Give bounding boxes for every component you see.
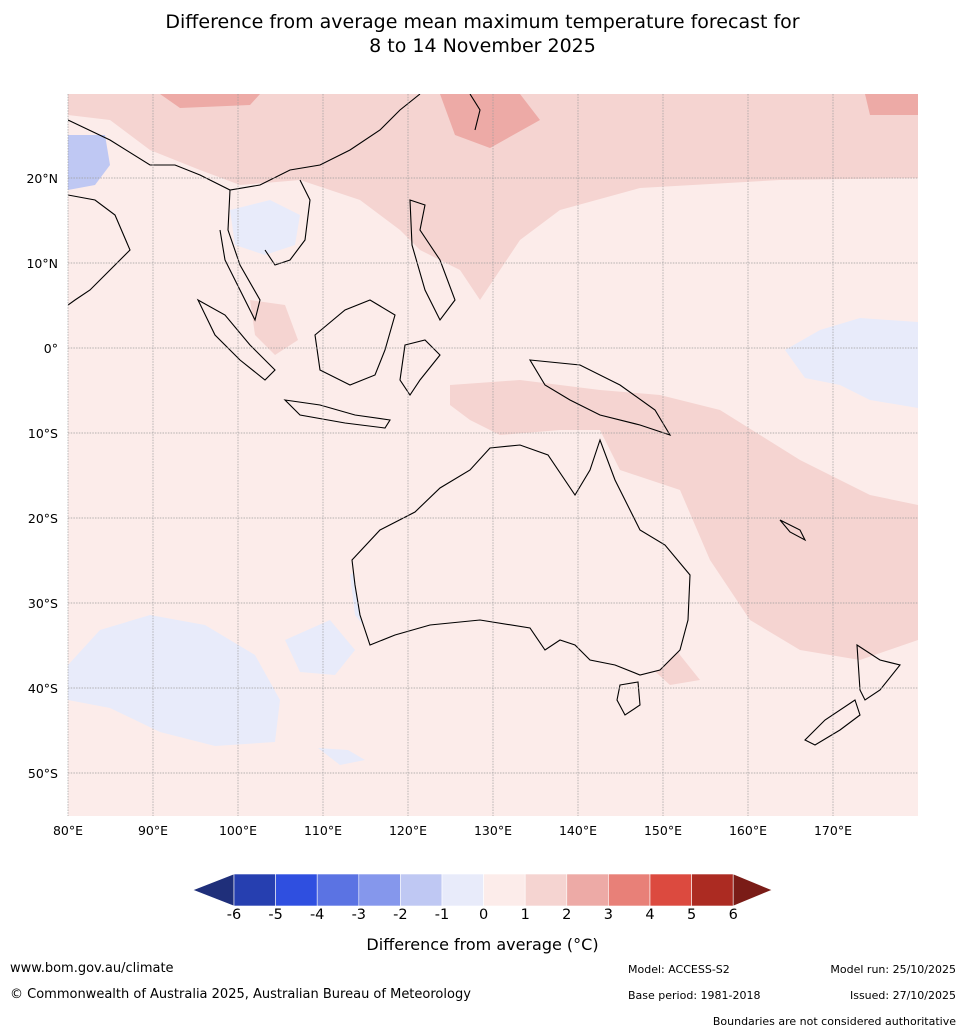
anomaly-1-to-2-sumatra [250, 300, 298, 355]
model-run-label: Model run: 25/10/2025 [830, 963, 956, 976]
sumatra-coastline [196, 298, 276, 381]
base-period-label: Base period: 1981-2018 [628, 989, 761, 1002]
philippines-coastline [409, 199, 456, 322]
coastlines [68, 94, 901, 746]
colorbar-bin-minus1-0 [441, 873, 484, 907]
colorbar-bin-0-1 [483, 873, 526, 907]
lat-label-40s: 40°S [28, 681, 58, 696]
anomaly-2-to-3-china [160, 94, 260, 108]
colorbar-bin-minus4-minus3 [316, 873, 360, 907]
title-line-1: Difference from average mean maximum tem… [165, 11, 800, 33]
australia-coastline [351, 438, 691, 676]
sulawesi-coastline [399, 339, 441, 396]
colorbar-bin-2-3 [566, 873, 609, 907]
colorbar-tick-4: 4 [645, 907, 655, 923]
vietnam-coastline [264, 179, 311, 266]
colorbar-tick-6: 6 [728, 907, 738, 923]
colorbar-tick-minus2: -2 [393, 907, 408, 923]
anomaly-field [68, 94, 918, 816]
new-guinea-coastline [528, 359, 672, 436]
issued-label: Issued: 27/10/2025 [849, 989, 956, 1002]
colorbar-tick-minus5: -5 [268, 907, 283, 923]
lon-label-90e: 90°E [138, 823, 168, 838]
chart-title: Difference from average mean maximum tem… [0, 10, 965, 58]
anomaly-0-to-minus-1-indochina [230, 200, 300, 255]
lon-label-170e: 170°E [814, 823, 852, 838]
anomaly-0-to-minus-1-equatorial-pacific [785, 318, 918, 408]
anomaly-0-to-minus-1-southern-indian-ocean [68, 615, 280, 746]
anomaly-0-to-minus-1-southern-patch [318, 748, 365, 765]
new-caledonia-coastline [779, 519, 807, 542]
malay-peninsula-coastline [219, 189, 261, 322]
colorbar-bin-minus3-minus2 [358, 873, 401, 907]
website-link[interactable]: www.bom.gov.au/climate [10, 961, 174, 976]
anomaly-1-to-2-northern-australia-coral-sea [450, 380, 918, 660]
colorbar-bin-minus6-minus5 [233, 873, 276, 907]
new-zealand-south-island [804, 699, 861, 746]
anomaly-2-to-3-northeast [865, 94, 918, 115]
colorbar-bin-minus2-minus1 [400, 873, 443, 907]
java-coastline [283, 399, 391, 429]
colorbar-bin-minus5-minus4 [275, 873, 318, 907]
colorbar-extend-high [732, 873, 773, 907]
lat-label-50s: 50°S [28, 766, 58, 781]
lon-label-100e: 100°E [219, 823, 257, 838]
lon-label-130e: 130°E [474, 823, 512, 838]
anomaly-0-to-minus-1-indian-ocean-patch [285, 620, 355, 675]
boundaries-disclaimer: Boundaries are not considered authoritat… [712, 1015, 956, 1028]
colorbar-bin-1-2 [524, 873, 568, 907]
colorbar-tick-minus1: -1 [434, 907, 450, 923]
colorbar-tick-0: 0 [478, 907, 489, 923]
lat-label-30s: 30°S [28, 596, 58, 611]
lat-label-10n: 10°N [26, 256, 58, 271]
india-coastline [68, 194, 131, 306]
colorbar [192, 873, 773, 907]
colorbar-title: Difference from average (°C) [366, 935, 599, 954]
lon-label-150e: 150°E [644, 823, 682, 838]
japan-coastline [469, 94, 481, 131]
model-label: Model: ACCESS-S2 [628, 963, 730, 976]
colorbar-tick-3: 3 [603, 907, 613, 923]
colorbar-bin-4-5 [649, 873, 692, 907]
new-zealand-north-island [856, 643, 901, 701]
lon-label-140e: 140°E [559, 823, 597, 838]
colorbar-tick-2: 2 [562, 907, 572, 923]
lon-label-110e: 110°E [304, 823, 342, 838]
colorbar-bin-3-4 [608, 873, 651, 907]
lat-label-20n: 20°N [26, 171, 58, 186]
colorbar-tick-minus3: -3 [351, 907, 367, 923]
lat-label-equator: 0° [44, 341, 58, 356]
lon-label-160e: 160°E [729, 823, 767, 838]
lat-label-10s: 10°S [28, 426, 58, 441]
lat-label-20s: 20°S [28, 511, 58, 526]
colorbar-bin-5-6 [691, 873, 734, 907]
colorbar-tick-5: 5 [686, 907, 697, 923]
copyright-text: © Commonwealth of Australia 2025, Austra… [10, 987, 471, 1002]
lon-label-80e: 80°E [53, 823, 83, 838]
lon-label-120e: 120°E [389, 823, 427, 838]
anomaly-2-to-3-north-pacific [440, 94, 540, 148]
anomaly-minus-1-to-minus-2-india [68, 135, 110, 190]
colorbar-tick-minus6: -6 [226, 907, 242, 923]
colorbar-tick-minus4: -4 [309, 907, 325, 923]
asia-coastline [68, 94, 421, 191]
graticule [67, 94, 918, 816]
colorbar-tick-1: 1 [520, 907, 530, 923]
colorbar-extend-low [192, 873, 235, 907]
borneo-coastline [314, 299, 396, 386]
tasmania-coastline [616, 681, 641, 716]
title-line-2: 8 to 14 November 2025 [369, 35, 596, 57]
